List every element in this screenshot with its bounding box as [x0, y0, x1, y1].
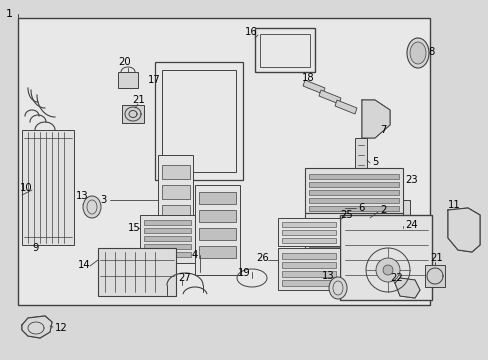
- Text: 10: 10: [20, 183, 33, 193]
- Bar: [282, 271, 335, 277]
- Bar: [308, 174, 398, 179]
- Text: 15: 15: [128, 223, 141, 233]
- Bar: [278, 218, 339, 246]
- Text: 3: 3: [100, 195, 106, 205]
- Bar: [278, 248, 339, 290]
- Bar: [282, 230, 335, 235]
- Text: 13: 13: [321, 271, 334, 281]
- Polygon shape: [394, 278, 419, 298]
- Polygon shape: [334, 100, 356, 114]
- Bar: [162, 185, 190, 199]
- Circle shape: [382, 265, 392, 275]
- Bar: [199, 228, 236, 240]
- Ellipse shape: [409, 42, 425, 64]
- Bar: [199, 192, 236, 204]
- Text: 14: 14: [78, 260, 90, 270]
- Bar: [195, 185, 240, 275]
- Bar: [282, 238, 335, 243]
- Text: 27: 27: [178, 273, 190, 283]
- Bar: [143, 228, 191, 233]
- Bar: [118, 72, 138, 88]
- Bar: [162, 205, 190, 219]
- Text: 19: 19: [238, 268, 250, 278]
- Bar: [18, 18, 429, 305]
- Text: 13: 13: [76, 191, 88, 201]
- Bar: [143, 244, 191, 249]
- Text: 5: 5: [371, 157, 378, 167]
- Bar: [158, 155, 193, 255]
- Text: 25: 25: [339, 210, 352, 220]
- Bar: [308, 218, 398, 223]
- Polygon shape: [361, 100, 389, 138]
- Text: 21: 21: [429, 253, 442, 263]
- Text: 6: 6: [357, 203, 364, 213]
- Bar: [282, 222, 335, 227]
- Bar: [98, 248, 176, 296]
- Polygon shape: [318, 90, 340, 104]
- Text: 8: 8: [427, 47, 433, 57]
- Text: 4: 4: [192, 250, 198, 260]
- Ellipse shape: [328, 277, 346, 299]
- Bar: [143, 220, 191, 225]
- Bar: [162, 70, 236, 172]
- Text: 1: 1: [6, 9, 13, 19]
- Text: 21: 21: [132, 95, 144, 105]
- Bar: [345, 200, 409, 218]
- Text: 16: 16: [244, 27, 257, 37]
- Text: 18: 18: [302, 73, 314, 83]
- Bar: [308, 198, 398, 203]
- Bar: [140, 215, 195, 263]
- Bar: [122, 105, 143, 123]
- Text: 23: 23: [404, 175, 417, 185]
- Bar: [282, 253, 335, 259]
- Text: 22: 22: [389, 273, 402, 283]
- Bar: [305, 213, 402, 251]
- Bar: [162, 225, 190, 239]
- Text: 20: 20: [118, 57, 130, 67]
- Bar: [254, 28, 314, 72]
- Text: 7: 7: [379, 125, 386, 135]
- Bar: [22, 130, 74, 245]
- Text: 12: 12: [55, 323, 68, 333]
- Bar: [308, 182, 398, 187]
- Circle shape: [375, 258, 399, 282]
- Bar: [143, 236, 191, 241]
- Bar: [199, 210, 236, 222]
- Bar: [308, 242, 398, 247]
- Text: 26: 26: [256, 253, 268, 263]
- Bar: [354, 138, 366, 196]
- Text: 11: 11: [447, 200, 460, 210]
- Bar: [143, 252, 191, 257]
- Polygon shape: [22, 316, 52, 338]
- Text: 9: 9: [32, 243, 38, 253]
- Text: 24: 24: [404, 220, 417, 230]
- Bar: [308, 206, 398, 211]
- Bar: [155, 62, 243, 180]
- Bar: [282, 262, 335, 268]
- Bar: [308, 226, 398, 231]
- Bar: [424, 265, 444, 287]
- Polygon shape: [447, 208, 479, 252]
- Bar: [308, 234, 398, 239]
- Text: 17: 17: [148, 75, 161, 85]
- Bar: [308, 190, 398, 195]
- Bar: [339, 215, 431, 300]
- Ellipse shape: [406, 38, 428, 68]
- Text: 2: 2: [379, 205, 386, 215]
- Bar: [162, 165, 190, 179]
- Polygon shape: [303, 80, 325, 94]
- Bar: [305, 168, 402, 213]
- Bar: [199, 246, 236, 258]
- Ellipse shape: [83, 196, 101, 218]
- Bar: [260, 34, 309, 67]
- Bar: [282, 280, 335, 286]
